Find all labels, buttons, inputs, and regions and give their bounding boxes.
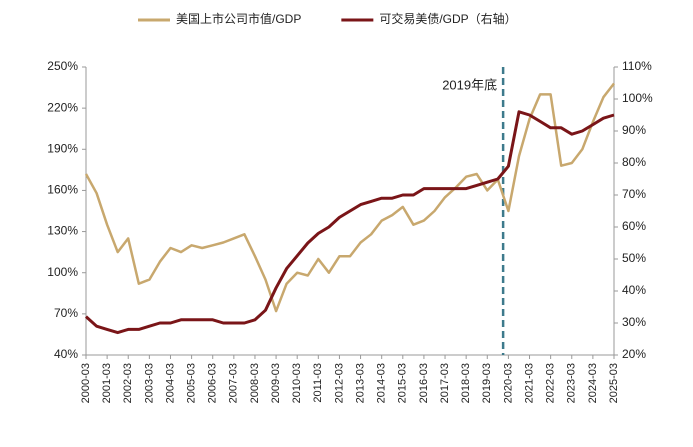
x-tick-label: 2013-03: [354, 363, 366, 403]
x-tick-label: 2012-03: [333, 363, 345, 403]
y2-tick-label: 110%: [622, 59, 652, 73]
x-tick-label: 2017-03: [439, 363, 451, 403]
y-tick-label: 160%: [47, 183, 78, 197]
x-tick-label: 2014-03: [376, 363, 388, 403]
y-tick-label: 130%: [47, 224, 78, 238]
legend-label: 可交易美债/GDP（右轴）: [379, 11, 516, 26]
annotation: 2019年底: [442, 77, 497, 92]
y2-tick-label: 30%: [622, 315, 646, 329]
y2-tick-label: 50%: [622, 251, 646, 265]
y-tick-label: 40%: [54, 347, 78, 361]
x-tick-label: 2008-03: [249, 363, 261, 403]
y-tick-label: 100%: [47, 265, 78, 279]
y-tick-label: 220%: [47, 100, 78, 114]
y-tick-label: 250%: [47, 59, 78, 73]
x-tick-label: 2023-03: [566, 363, 578, 403]
x-tick-label: 2004-03: [164, 363, 176, 403]
x-tick-label: 2016-03: [418, 363, 430, 403]
y-tick-label: 190%: [47, 141, 78, 155]
x-tick-label: 2002-03: [122, 363, 134, 403]
x-tick-label: 2018-03: [460, 363, 472, 403]
x-tick-label: 2009-03: [270, 363, 282, 403]
x-tick-label: 2019-03: [481, 363, 493, 403]
x-tick-label: 2025-03: [608, 363, 620, 403]
x-tick-label: 2020-03: [502, 363, 514, 403]
series-line: [84, 110, 615, 335]
x-tick-label: 2001-03: [101, 363, 113, 403]
x-tick-label: 2007-03: [228, 363, 240, 403]
x-tick-label: 2003-03: [143, 363, 155, 403]
x-tick-label: 2024-03: [587, 363, 599, 403]
x-tick-label: 2021-03: [523, 363, 535, 403]
legend-label: 美国上市公司市值/GDP: [176, 11, 301, 26]
series-line: [84, 82, 615, 313]
x-tick-label: 2011-03: [312, 363, 324, 403]
x-tick-label: 2022-03: [545, 363, 557, 403]
y2-tick-label: 70%: [622, 187, 646, 201]
y2-tick-label: 80%: [622, 155, 646, 169]
y2-tick-label: 90%: [622, 123, 646, 137]
y2-tick-label: 20%: [622, 347, 646, 361]
x-tick-label: 2000-03: [80, 363, 92, 403]
y2-tick-label: 100%: [622, 91, 653, 105]
x-tick-label: 2010-03: [291, 363, 303, 403]
x-tick-label: 2015-03: [397, 363, 409, 403]
y2-tick-label: 40%: [622, 283, 646, 297]
y2-tick-label: 60%: [622, 219, 646, 233]
x-tick-label: 2005-03: [186, 363, 198, 403]
y-tick-label: 70%: [54, 306, 78, 320]
x-tick-label: 2006-03: [207, 363, 219, 403]
